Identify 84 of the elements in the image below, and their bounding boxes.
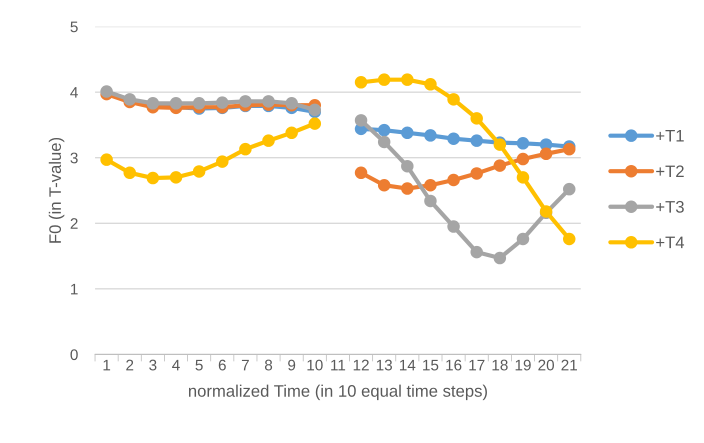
point — [146, 97, 160, 110]
y-tick-label: 0 — [70, 349, 78, 360]
point — [447, 132, 460, 145]
point — [424, 194, 437, 208]
point — [470, 134, 483, 147]
point — [516, 232, 530, 246]
x-tick-label: 12 — [354, 360, 369, 370]
point — [447, 220, 460, 233]
point — [401, 73, 414, 86]
x-tick-label: 5 — [195, 360, 203, 370]
point — [562, 182, 576, 196]
x-tick-label: 16 — [446, 360, 462, 370]
point — [239, 142, 252, 156]
x-tick-label: 14 — [400, 360, 416, 370]
legend-label: +T2 — [656, 165, 684, 178]
point — [354, 166, 368, 180]
point — [447, 174, 460, 186]
point — [285, 126, 298, 140]
point — [378, 124, 390, 136]
point — [516, 152, 530, 166]
point — [216, 96, 229, 109]
y-tick-label: 1 — [71, 284, 78, 294]
x-tick-label: 15 — [423, 360, 438, 370]
point — [123, 93, 136, 106]
x-tick-label: 6 — [218, 360, 226, 370]
x-tick-label: 1 — [104, 360, 110, 370]
y-tick-label: 3 — [70, 152, 78, 164]
x-tick-label: 19 — [516, 360, 531, 370]
point — [354, 114, 368, 127]
y-axis-title: F0 (in T-value) — [48, 138, 64, 243]
point — [170, 97, 182, 110]
point — [123, 166, 136, 180]
point — [447, 93, 460, 106]
point — [470, 112, 483, 125]
legend-label: +T1 — [656, 130, 684, 142]
x-tick-label: 4 — [172, 360, 180, 370]
x-tick-label: 21 — [562, 360, 577, 370]
point — [540, 148, 552, 160]
point — [494, 159, 506, 172]
y-tick-label: 5 — [70, 22, 78, 32]
point — [401, 160, 414, 172]
x-tick-label: 18 — [492, 360, 508, 370]
x-tick-label: 9 — [288, 360, 296, 370]
point — [170, 171, 182, 184]
point — [262, 95, 275, 108]
point — [239, 95, 252, 108]
point — [100, 153, 113, 166]
point — [516, 137, 530, 150]
point — [470, 167, 483, 180]
y-tick-label: 2 — [70, 218, 78, 229]
point — [146, 172, 160, 184]
x-tick-label: 2 — [126, 360, 134, 370]
point — [424, 129, 437, 142]
point — [562, 142, 576, 156]
point — [401, 126, 414, 140]
legend-label: +T3 — [656, 200, 684, 213]
point — [262, 134, 275, 147]
x-tick-label: 13 — [376, 360, 392, 370]
x-axis-title: normalized Time (in 10 equal time steps) — [188, 384, 487, 400]
x-tick-label: 7 — [242, 360, 249, 370]
point — [308, 117, 322, 130]
point — [354, 76, 368, 89]
x-tick-label: 10 — [307, 360, 323, 370]
point — [378, 178, 390, 192]
point — [470, 246, 483, 258]
point — [100, 85, 113, 98]
legend-label: +T4 — [656, 236, 684, 248]
point — [216, 155, 229, 168]
point — [192, 165, 206, 178]
point — [378, 136, 390, 148]
x-tick-label: 3 — [149, 360, 156, 370]
point — [494, 252, 506, 264]
point — [562, 232, 576, 246]
point — [424, 78, 437, 91]
point — [192, 97, 206, 110]
x-tick-label: 8 — [264, 360, 272, 370]
y-tick-label: 4 — [70, 87, 78, 98]
x-tick-label: 20 — [538, 360, 554, 370]
point — [378, 73, 390, 86]
point — [516, 171, 530, 184]
x-tick-label: 17 — [469, 360, 484, 370]
x-tick-label: 11 — [331, 360, 346, 370]
point — [401, 182, 414, 195]
point — [424, 178, 437, 192]
